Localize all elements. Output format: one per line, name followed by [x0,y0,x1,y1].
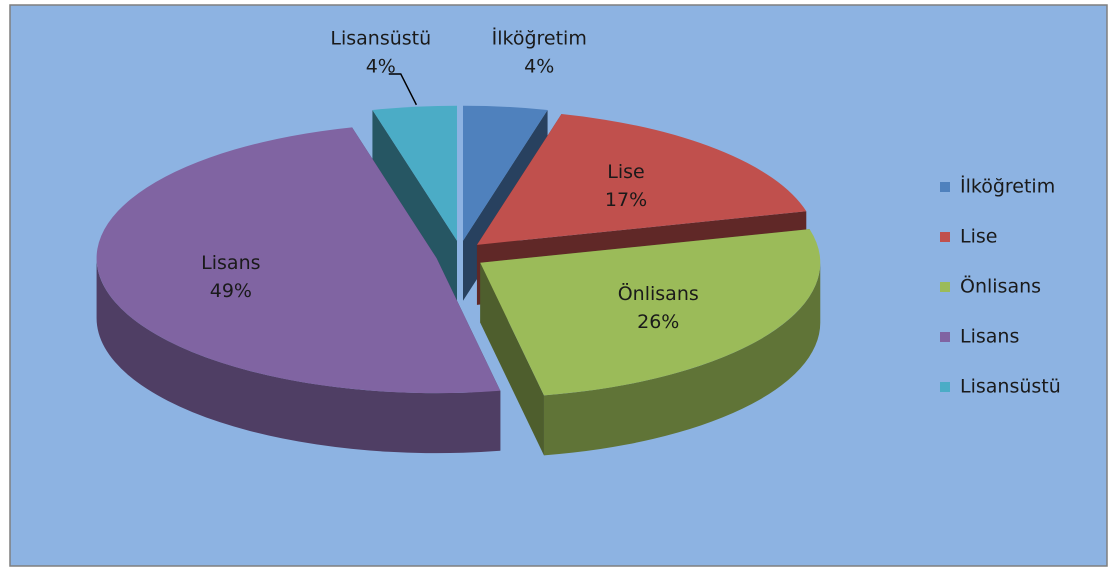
slice [476,114,807,245]
slice-cut-face [480,262,544,456]
legend-label: Lisans [960,326,1019,348]
legend-label: Lise [960,226,997,248]
data-label: 49% [210,280,252,302]
data-label: 17% [605,189,647,211]
data-label-category: Lisans [201,252,260,274]
data-label-category: Lisansüstü [330,27,431,49]
data-label: 4% [366,55,396,77]
slice [372,105,457,241]
legend-swatch [940,382,950,392]
data-label: 4% [524,55,554,77]
legend-swatch [940,332,950,342]
legend-swatch [940,232,950,242]
slice-side [96,258,501,454]
slice [480,229,821,396]
data-label-category: İlköğretim [492,26,587,49]
legend-swatch [940,282,950,292]
slice-cut-face [372,109,457,301]
slice-side [543,262,821,456]
legend-label: İlköğretim [960,175,1055,198]
data-label: 26% [637,311,679,333]
legend-swatch [940,182,950,192]
data-label-category: Lise [607,161,644,183]
legend-label: Lisansüstü [960,376,1061,398]
slice [96,127,501,394]
legend-label: Önlisans [960,275,1041,298]
slice [463,105,548,241]
data-label-category: Önlisans [618,282,699,305]
leader-line [388,73,418,106]
